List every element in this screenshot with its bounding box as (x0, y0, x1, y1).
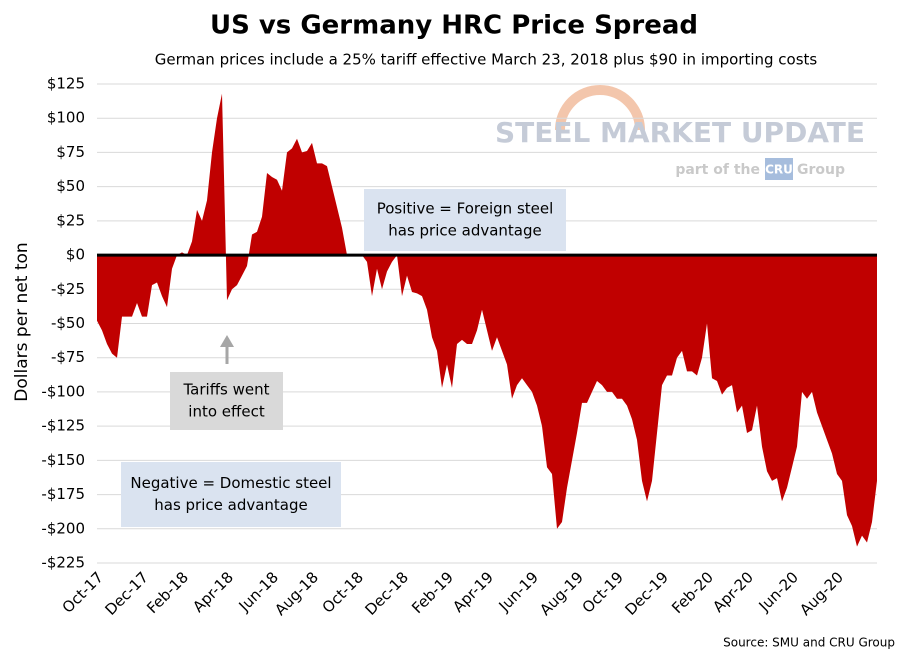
y-tick-label: -$200 (41, 519, 85, 537)
logo-tagline: part of the (675, 162, 760, 178)
x-tick-label: Feb-20 (668, 568, 717, 617)
logo: STEEL MARKET UPDATE part of the CRU Grou… (495, 85, 865, 180)
x-tick-label: Oct-17 (59, 568, 107, 616)
annotation-text: Positive = Foreign steel (377, 200, 554, 218)
chart-title: US vs Germany HRC Price Spread (210, 11, 698, 41)
y-tick-label: -$25 (51, 280, 85, 298)
y-tick-label: $75 (56, 143, 85, 161)
x-tick-label: Dec-17 (101, 568, 152, 619)
x-tick-label: Apr-18 (189, 568, 237, 616)
y-tick-label: -$150 (41, 451, 85, 469)
y-tick-label: -$100 (41, 382, 85, 400)
y-tick-label: -$125 (41, 417, 85, 435)
plot (97, 93, 877, 547)
logo-box (765, 158, 793, 180)
x-tick-label: Oct-18 (319, 568, 367, 616)
annotation-text: Negative = Domestic steel (130, 474, 331, 492)
x-tick-label: Aug-18 (271, 568, 322, 619)
y-tick-label: $0 (66, 246, 85, 264)
y-tick-label: -$175 (41, 485, 85, 503)
y-axis-title: Dollars per net ton (12, 242, 32, 401)
annotation-text: has price advantage (388, 222, 542, 240)
y-tick-label: $25 (56, 211, 85, 229)
x-tick-label: Apr-19 (449, 568, 497, 616)
logo-name: STEEL MARKET UPDATE (495, 116, 865, 149)
x-tick-label: Feb-18 (143, 568, 192, 617)
annotation-box (364, 189, 566, 251)
y-tick-label: $125 (47, 75, 85, 93)
x-tick-label: Dec-18 (361, 568, 412, 619)
source: Source: SMU and CRU Group (723, 636, 895, 650)
y-tick-label: $100 (47, 109, 85, 127)
chart-subtitle: German prices include a 25% tariff effec… (155, 51, 818, 69)
annotations: Positive = Foreign steel has price advant… (121, 189, 566, 527)
y-tick-label: -$225 (41, 554, 85, 572)
logo-swoosh (555, 85, 645, 131)
x-tick-label: Aug-19 (536, 568, 587, 619)
logo-tagline-end: Group (797, 162, 845, 178)
annotation-text: Tariffs went (182, 381, 269, 399)
y-tick-label: $50 (56, 177, 85, 195)
x-tick-label: Apr-20 (709, 568, 757, 616)
x-tick-label: Feb-19 (408, 568, 457, 617)
x-tick-label: Oct-19 (579, 568, 627, 616)
y-tick-label: -$75 (51, 348, 85, 366)
annotation-arrowhead (220, 335, 234, 347)
x-tick-label: Jun-19 (495, 568, 542, 615)
x-tick-label: Dec-19 (621, 568, 672, 619)
annotation-box (170, 372, 283, 430)
annotation-box (121, 462, 341, 527)
annotation-text: has price advantage (154, 496, 308, 514)
annotation-text: into effect (188, 403, 265, 421)
logo-box-text: CRU (765, 163, 793, 177)
x-tick-label: Jun-20 (755, 568, 802, 615)
area (97, 93, 877, 547)
x-tick-label: Aug-20 (796, 568, 847, 619)
y-tick-label: -$50 (51, 314, 85, 332)
